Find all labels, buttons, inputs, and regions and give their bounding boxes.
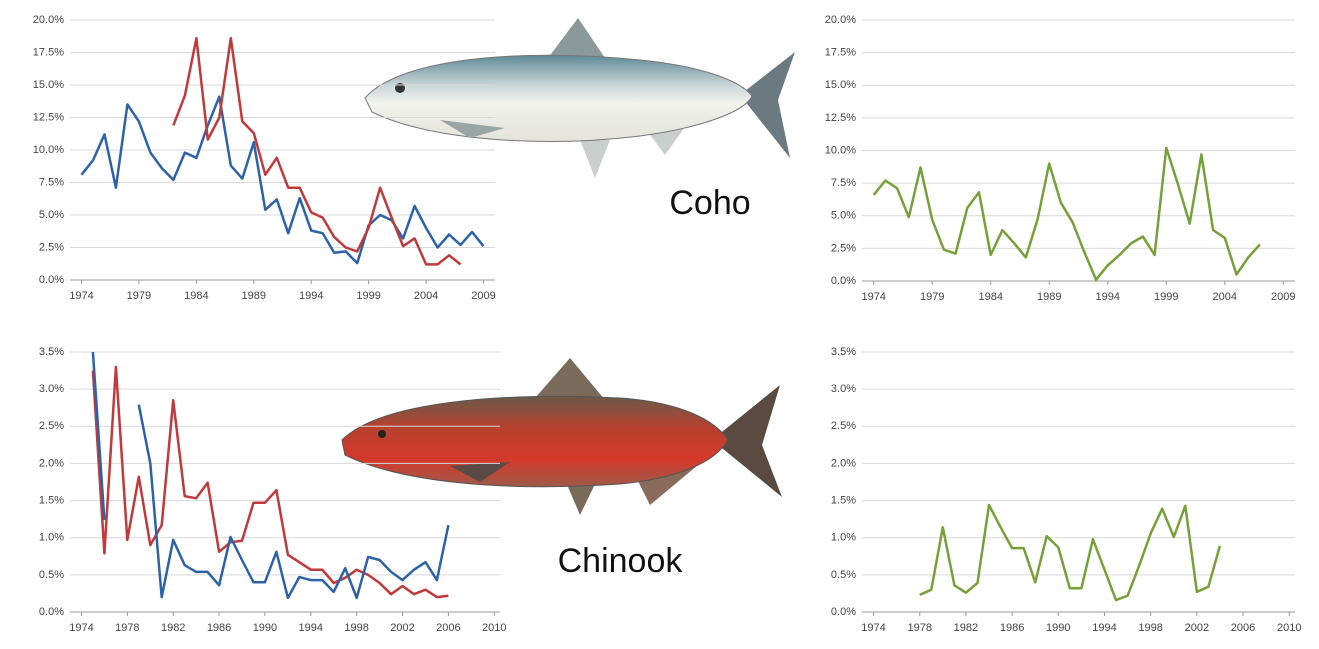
x-tick-label: 1994 [299, 290, 323, 302]
x-tick-label: 1982 [161, 622, 185, 634]
x-tick-label: 2009 [1271, 291, 1295, 303]
y-tick-label: 3.5% [831, 346, 856, 358]
y-tick-label: 2.5% [39, 420, 64, 432]
x-tick-label: 2004 [1213, 291, 1237, 303]
x-tick-label: 1994 [1096, 291, 1120, 303]
x-tick-label: 1986 [1000, 622, 1024, 634]
y-tick-label: 7.5% [831, 177, 856, 189]
x-tick-label: 1984 [978, 291, 1002, 303]
x-tick-label: 1989 [242, 290, 266, 302]
x-tick-label: 1998 [344, 622, 368, 634]
y-tick-label: 5.0% [831, 210, 856, 222]
y-tick-label: 15.0% [33, 79, 64, 91]
x-tick-label: 1999 [356, 290, 380, 302]
y-tick-label: 2.0% [831, 457, 856, 469]
x-tick-label: 2006 [1231, 622, 1255, 634]
x-tick-label: 1974 [861, 291, 885, 303]
x-tick-label: 1989 [1037, 291, 1061, 303]
x-tick-label: 1974 [69, 622, 93, 634]
y-tick-label: 1.0% [831, 532, 856, 544]
y-tick-label: 0.0% [831, 275, 856, 287]
x-tick-label: 1974 [861, 622, 885, 634]
y-tick-label: 0.0% [831, 606, 856, 618]
x-tick-label: 2006 [436, 622, 460, 634]
y-tick-label: 2.0% [39, 457, 64, 469]
y-tick-label: 3.0% [831, 383, 856, 395]
y-tick-label: 0.5% [831, 569, 856, 581]
y-tick-label: 1.5% [831, 494, 856, 506]
y-tick-label: 0.5% [39, 569, 64, 581]
x-tick-label: 2002 [1185, 622, 1209, 634]
x-tick-label: 1994 [1092, 622, 1116, 634]
data-line [172, 36, 462, 266]
y-tick-label: 10.0% [33, 144, 64, 156]
y-tick-label: 10.0% [825, 144, 856, 156]
x-tick-label: 2010 [482, 622, 506, 634]
x-tick-label: 1998 [1138, 622, 1162, 634]
y-tick-label: 3.0% [39, 383, 64, 395]
y-tick-label: 1.5% [39, 494, 64, 506]
data-line [80, 95, 485, 265]
coho-illustration [364, 18, 795, 178]
y-tick-label: 20.0% [33, 14, 64, 26]
x-tick-label: 1979 [920, 291, 944, 303]
x-tick-label: 1978 [907, 622, 931, 634]
x-tick-label: 1986 [207, 622, 231, 634]
x-tick-label: 1990 [253, 622, 277, 634]
y-tick-label: 12.5% [33, 111, 64, 123]
y-tick-label: 0.0% [39, 274, 64, 286]
data-line [919, 503, 1222, 602]
x-tick-label: 2009 [471, 290, 495, 302]
y-tick-label: 2.5% [831, 242, 856, 254]
y-tick-label: 1.0% [39, 532, 64, 544]
y-tick-label: 2.5% [831, 420, 856, 432]
x-tick-label: 1999 [1154, 291, 1178, 303]
chinook-illustration [341, 358, 782, 515]
y-tick-label: 0.0% [39, 606, 64, 618]
y-tick-label: 15.0% [825, 79, 856, 91]
x-tick-label: 1994 [299, 622, 323, 634]
x-tick-label: 2002 [390, 622, 414, 634]
species-label: Coho [669, 184, 750, 222]
y-tick-label: 3.5% [39, 346, 64, 358]
y-tick-label: 20.0% [825, 14, 856, 26]
data-line [91, 365, 449, 599]
x-tick-label: 1990 [1046, 622, 1070, 634]
x-tick-label: 1984 [184, 290, 208, 302]
y-tick-label: 2.5% [39, 241, 64, 253]
x-tick-label: 1982 [954, 622, 978, 634]
data-line [872, 146, 1261, 281]
y-tick-label: 17.5% [825, 47, 856, 59]
x-tick-label: 1979 [127, 290, 151, 302]
y-tick-label: 5.0% [39, 209, 64, 221]
x-tick-label: 1974 [69, 290, 93, 302]
data-line [91, 351, 450, 600]
y-tick-label: 17.5% [33, 46, 64, 58]
y-tick-label: 7.5% [39, 176, 64, 188]
x-tick-label: 2010 [1277, 622, 1301, 634]
y-tick-label: 12.5% [825, 112, 856, 124]
species-label: Chinook [558, 542, 684, 580]
x-tick-label: 2004 [414, 290, 438, 302]
x-tick-label: 1978 [115, 622, 139, 634]
